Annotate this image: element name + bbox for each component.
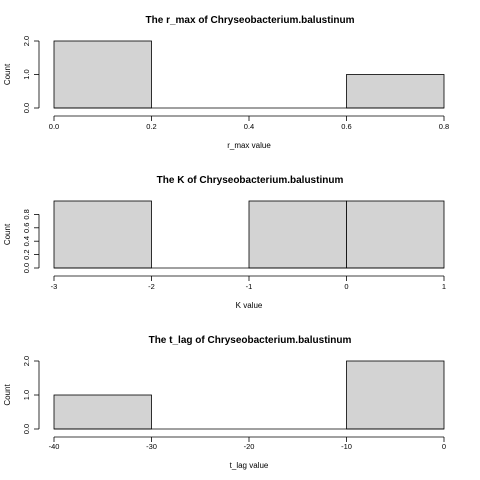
x-axis-label: t_lag value — [230, 461, 269, 470]
chart-title: The r_max of Chryseobacterium.balustinum — [146, 15, 355, 26]
x-tick-label: -2 — [148, 282, 155, 291]
x-tick-label: -3 — [51, 282, 58, 291]
y-tick-label: 0.0 — [22, 424, 31, 434]
histogram-bar — [248, 200, 347, 269]
y-tick-label: 0.8 — [22, 209, 31, 219]
y-tick-label: 1.0 — [22, 390, 31, 400]
x-tick-label: 0.0 — [49, 122, 59, 131]
histogram-bar — [346, 74, 445, 109]
x-tick-label: 0.2 — [146, 122, 156, 131]
x-tick-label: 0.8 — [439, 122, 449, 131]
x-axis-label: r_max value — [227, 141, 271, 150]
y-axis-label: Count — [3, 223, 12, 245]
histogram-bar — [53, 394, 152, 430]
x-tick-label: -1 — [246, 282, 253, 291]
histogram-panel-1: The r_max of Chryseobacterium.balustinum… — [3, 15, 449, 150]
x-tick-label: -20 — [244, 442, 255, 451]
x-tick-label: 0 — [442, 442, 446, 451]
y-tick-label: 1.0 — [22, 69, 31, 79]
y-tick-label: 0.2 — [22, 249, 31, 259]
y-axis-label: Count — [3, 63, 12, 85]
x-tick-label: 1 — [442, 282, 446, 291]
chart-title: The K of Chryseobacterium.balustinum — [157, 175, 344, 186]
y-tick-label: 0.4 — [22, 236, 31, 246]
x-tick-label: -10 — [341, 442, 352, 451]
x-tick-label: 0.4 — [244, 122, 254, 131]
histogram-panel-2: The K of Chryseobacterium.balustinum -3 -2… — [3, 175, 446, 310]
x-axis-label: K value — [236, 301, 263, 310]
histogram-bar — [346, 360, 445, 430]
y-tick-label: 2.0 — [22, 36, 31, 46]
y-tick-label: 0.0 — [22, 263, 31, 273]
histogram-panel-3: The t_lag of Chryseobacterium.balustinum… — [3, 335, 446, 470]
y-tick-label: 0.0 — [22, 103, 31, 113]
chart-title: The t_lag of Chryseobacterium.balustinum — [149, 335, 352, 346]
x-tick-label: -30 — [146, 442, 157, 451]
y-tick-label: 2.0 — [22, 356, 31, 366]
x-tick-label: -40 — [49, 442, 60, 451]
histogram-bar — [53, 200, 152, 269]
histogram-bar — [53, 40, 152, 109]
histogram-bar — [346, 200, 445, 269]
x-tick-label: 0 — [344, 282, 348, 291]
y-axis-label: Count — [3, 384, 12, 406]
x-tick-label: 0.6 — [341, 122, 351, 131]
y-tick-label: 0.6 — [22, 223, 31, 233]
